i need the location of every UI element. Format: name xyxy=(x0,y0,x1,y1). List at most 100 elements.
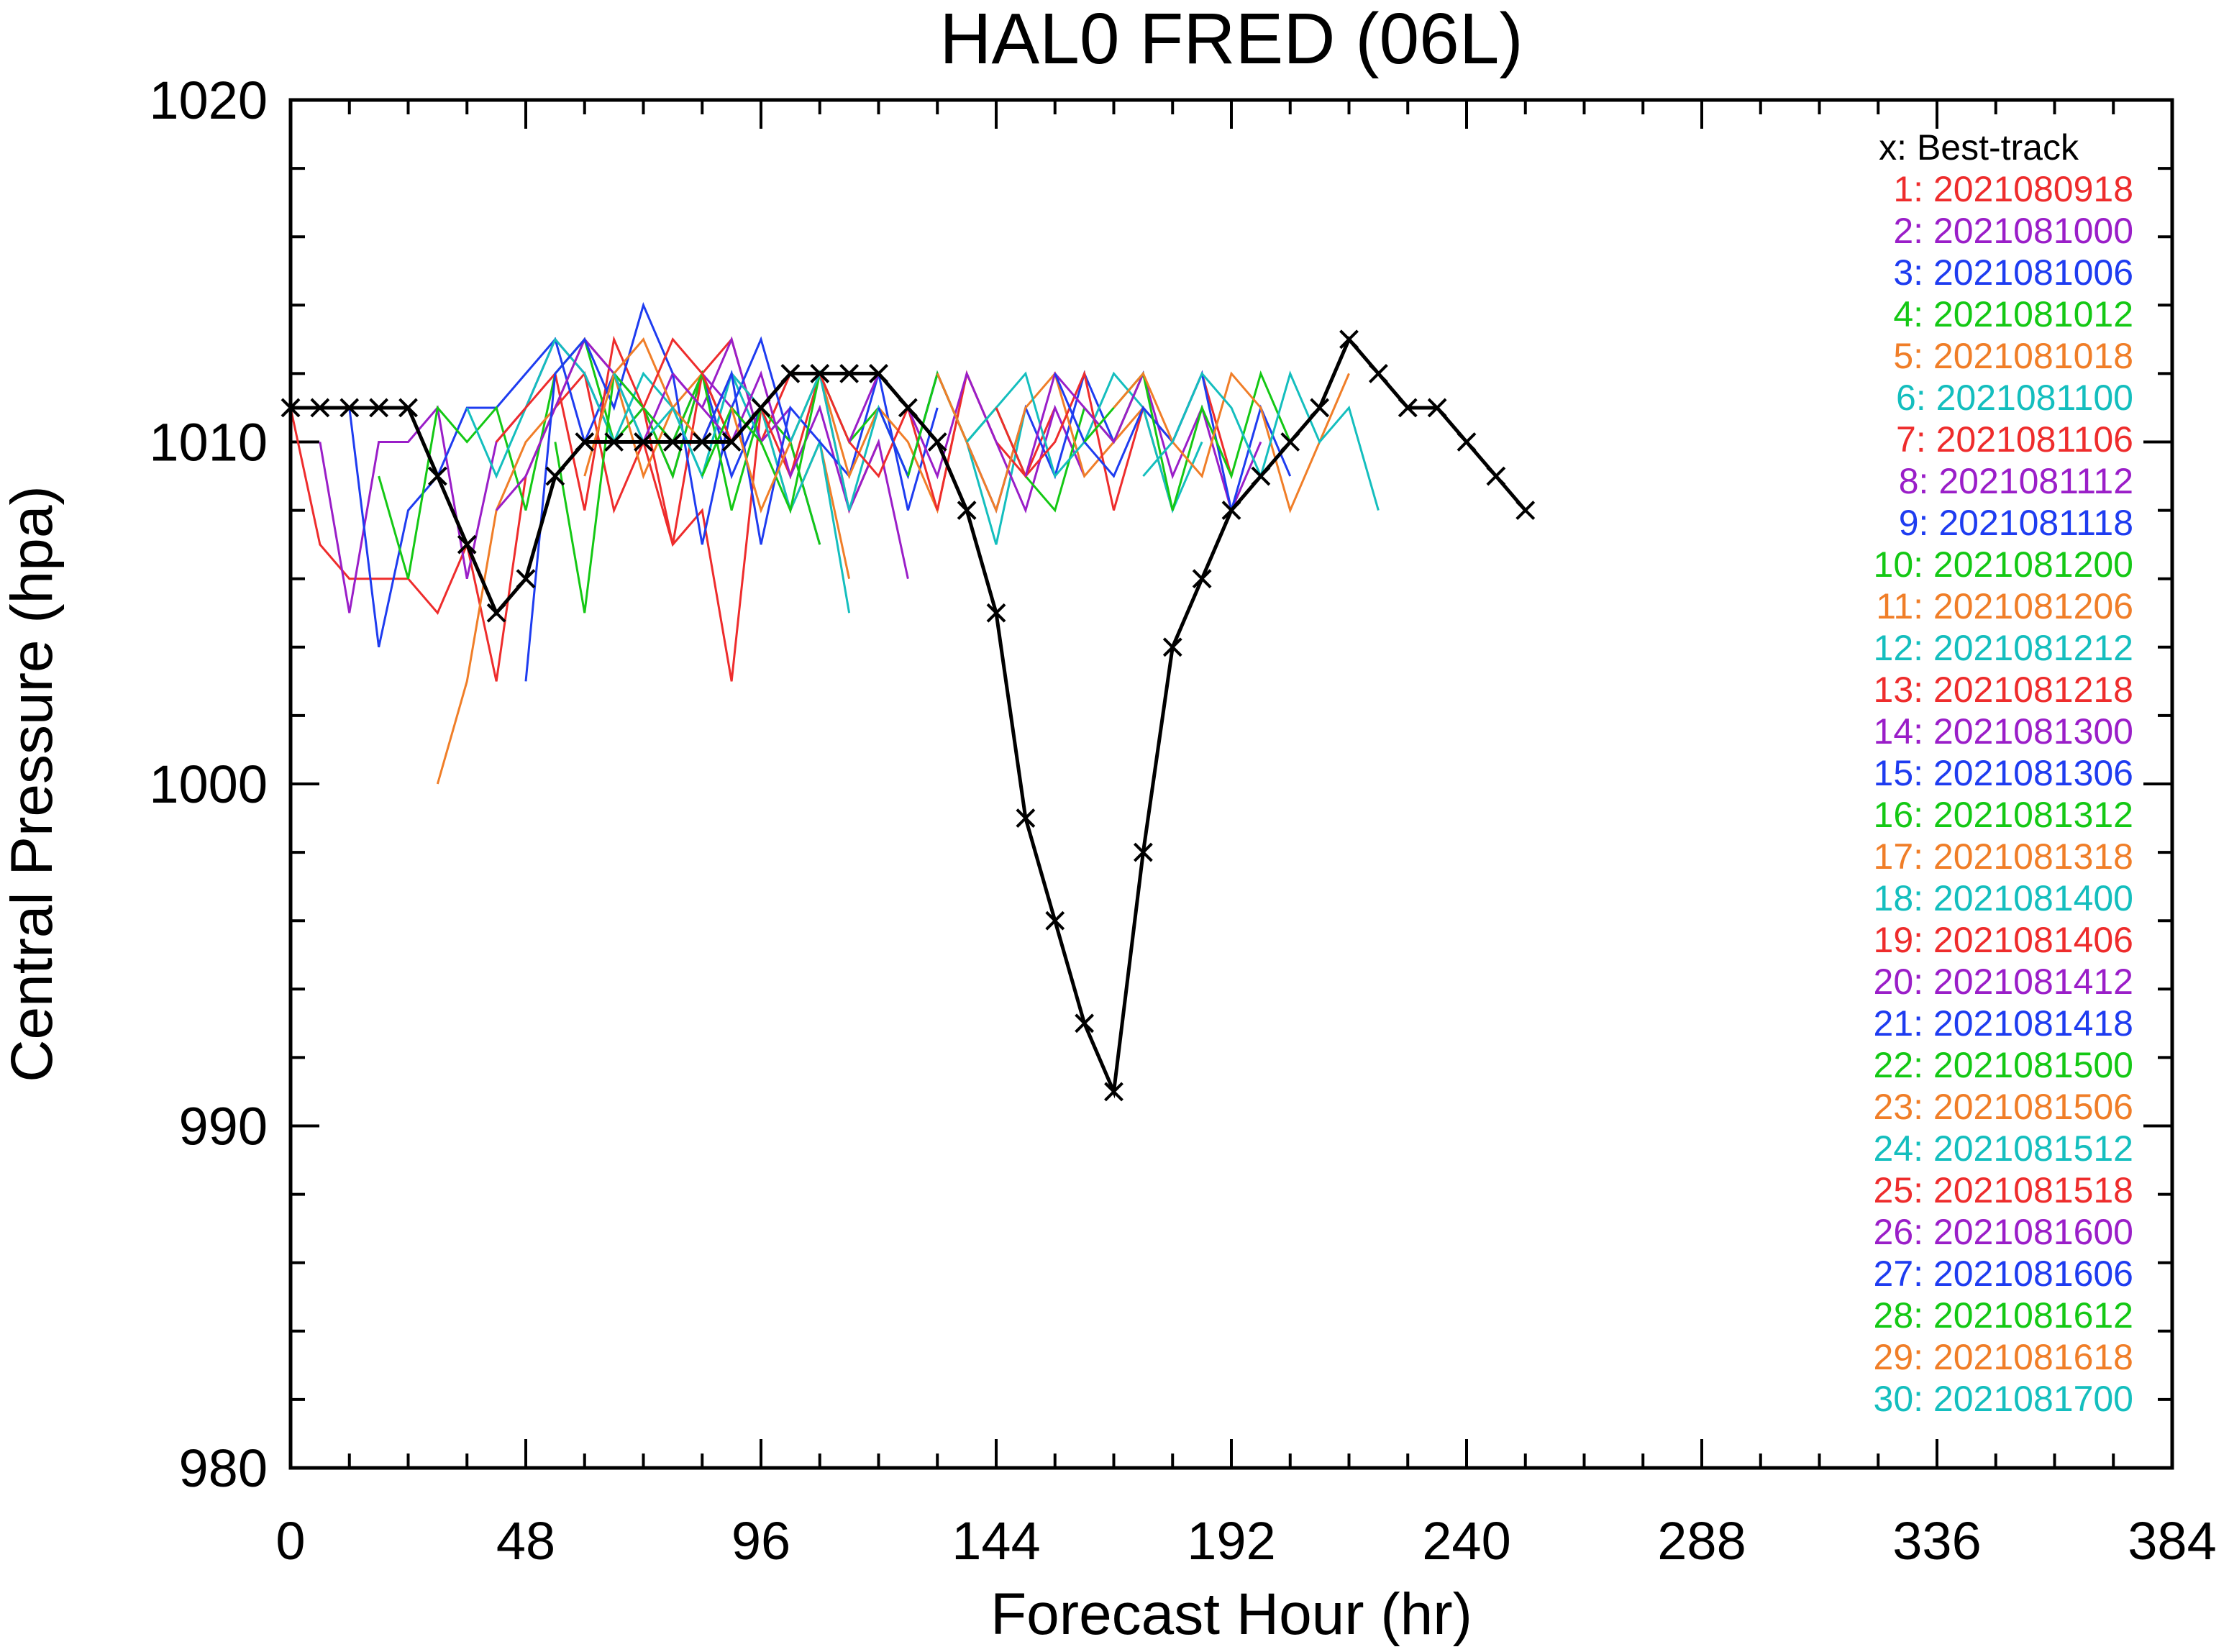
legend-entry: 29: 2021081618 xyxy=(1874,1337,2133,1377)
best-track-marker xyxy=(1221,501,1241,521)
forecast-series-line xyxy=(1113,371,1350,514)
best-track-marker xyxy=(1398,398,1418,418)
legend-entry: 30: 2021081700 xyxy=(1874,1379,2133,1419)
best-track-marker xyxy=(1192,569,1212,589)
forecast-series-line xyxy=(789,370,1027,545)
best-track-marker xyxy=(1515,501,1536,521)
x-tick-label: 48 xyxy=(496,1511,555,1571)
best-track-marker xyxy=(1133,842,1153,862)
forecast-series-line xyxy=(730,370,968,514)
best-track-marker xyxy=(1280,432,1300,452)
best-track-layer xyxy=(281,329,1536,1102)
forecast-series-line xyxy=(906,370,1144,513)
best-track-marker xyxy=(1251,466,1271,486)
forecast-series-line xyxy=(819,370,1057,511)
best-track-marker xyxy=(1457,432,1477,452)
best-track-marker xyxy=(1368,363,1388,383)
forecast-series-line xyxy=(289,371,762,682)
legend-entry: 27: 2021081606 xyxy=(1874,1254,2133,1294)
best-track-marker xyxy=(339,398,360,418)
best-track-marker xyxy=(1104,1082,1123,1102)
x-tick-label: 336 xyxy=(1892,1511,1981,1571)
legend-entry: 21: 2021081418 xyxy=(1874,1003,2133,1044)
x-tick-label: 96 xyxy=(731,1511,790,1571)
axis-ticks xyxy=(289,99,2174,1469)
best-track-marker xyxy=(927,432,947,452)
best-track-marker xyxy=(486,603,506,623)
legend-entry: 17: 2021081318 xyxy=(1874,836,2133,877)
legend-entry: 6: 2021081100 xyxy=(1896,378,2133,418)
legend-entry-best-track: x: Best-track xyxy=(1879,127,2079,168)
legend-entry: 5: 2021081018 xyxy=(1893,336,2133,376)
best-track-marker xyxy=(869,363,888,383)
best-track-marker xyxy=(310,398,330,418)
legend-entry: 20: 2021081412 xyxy=(1874,962,2133,1002)
x-tick-labels: 0 48 96 144 192 240 288 336 384 xyxy=(275,1511,2216,1571)
legend-entry: 24: 2021081512 xyxy=(1874,1128,2133,1169)
y-tick-label: 990 xyxy=(179,1097,268,1156)
x-tick-label: 0 xyxy=(275,1511,305,1571)
legend-entry: 4: 2021081012 xyxy=(1893,294,2133,334)
y-tick-labels: 980 990 1000 1010 1020 xyxy=(149,70,268,1498)
legend-entry: 11: 2021081206 xyxy=(1876,586,2133,626)
forecast-series-line xyxy=(524,301,821,682)
legend-entry: 25: 2021081518 xyxy=(1874,1170,2133,1210)
best-track-marker xyxy=(575,432,595,452)
best-track-marker xyxy=(751,398,771,418)
legend-entry: 26: 2021081600 xyxy=(1874,1212,2133,1252)
y-tick-label: 1010 xyxy=(149,413,268,473)
best-track-marker xyxy=(604,432,624,452)
legend-entry: 15: 2021081306 xyxy=(1874,753,2133,793)
best-track-line xyxy=(291,336,1527,1099)
legend-entry: 28: 2021081612 xyxy=(1874,1295,2133,1336)
best-track-marker xyxy=(427,466,447,486)
best-track-marker xyxy=(1162,637,1182,657)
best-track-marker xyxy=(1045,911,1065,931)
x-axis-label: Forecast Hour (hr) xyxy=(990,1582,1472,1647)
best-track-marker xyxy=(810,363,830,383)
best-track-marker xyxy=(634,432,653,452)
legend-entry: 10: 2021081200 xyxy=(1874,544,2133,585)
best-track-marker xyxy=(662,432,683,452)
best-track-marker xyxy=(839,363,860,383)
legend-entry: 7: 2021081106 xyxy=(1896,419,2133,460)
best-track-marker xyxy=(692,432,712,452)
best-track-marker xyxy=(1486,466,1506,486)
legend-entry: 22: 2021081500 xyxy=(1874,1045,2133,1085)
best-track-marker xyxy=(398,398,418,418)
best-track-marker xyxy=(898,398,918,418)
x-tick-label: 192 xyxy=(1187,1511,1275,1571)
legend-entry: 3: 2021081006 xyxy=(1893,252,2133,293)
x-tick-label: 384 xyxy=(2128,1511,2216,1571)
best-track-marker xyxy=(957,501,977,521)
legend-entry: 16: 2021081312 xyxy=(1874,795,2133,835)
best-track-marker xyxy=(986,603,1006,623)
best-track-marker xyxy=(1075,1013,1095,1033)
best-track-marker xyxy=(1310,398,1330,418)
legend-entry: 12: 2021081212 xyxy=(1874,628,2133,668)
best-track-marker xyxy=(1427,398,1447,418)
y-tick-label: 980 xyxy=(179,1438,268,1498)
best-track-marker xyxy=(1016,808,1036,828)
best-track-marker xyxy=(721,432,742,452)
legend-entry: 1: 2021080918 xyxy=(1893,169,2133,209)
best-track-marker xyxy=(780,363,801,383)
legend-entry: 14: 2021081300 xyxy=(1874,711,2133,752)
legend-entry: 13: 2021081218 xyxy=(1874,670,2133,710)
chart-title: HAL0 FRED (06L) xyxy=(939,0,1523,79)
legend-entry: 2: 2021081000 xyxy=(1893,211,2133,251)
legend-entry: 18: 2021081400 xyxy=(1874,878,2133,918)
best-track-marker xyxy=(457,534,477,555)
forecast-series-line xyxy=(319,337,762,613)
y-tick-label: 1020 xyxy=(149,70,268,130)
legend-entry: 8: 2021081112 xyxy=(1899,461,2133,501)
best-track-marker xyxy=(516,569,536,589)
y-tick-label: 1000 xyxy=(149,754,268,814)
best-track-marker xyxy=(369,398,389,418)
legend-entry: 23: 2021081506 xyxy=(1874,1087,2133,1127)
best-track-marker xyxy=(545,466,565,486)
legend-entry: 19: 2021081406 xyxy=(1874,920,2133,960)
x-tick-label: 288 xyxy=(1657,1511,1746,1571)
